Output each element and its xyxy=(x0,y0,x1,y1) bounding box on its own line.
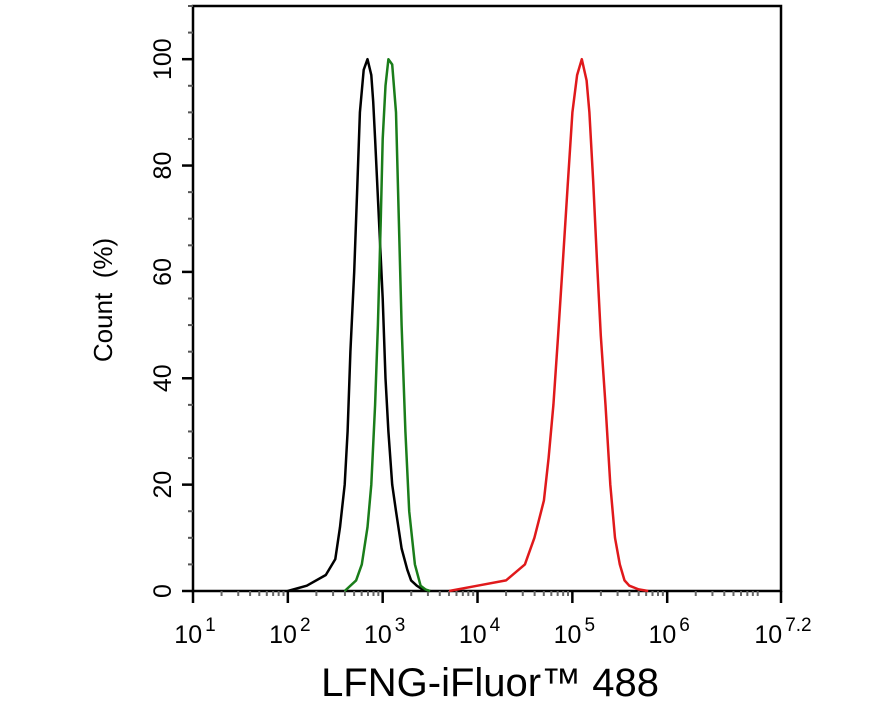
x-tick-label: 10 1 xyxy=(174,615,215,649)
x-tick-label: 10 5 xyxy=(554,615,595,649)
y-tick-label: 80 xyxy=(149,152,177,180)
y-tick-label: 40 xyxy=(149,364,177,392)
x-axis-title: LFNG-iFluor™ 488 xyxy=(321,661,659,705)
x-tick-label: 10 4 xyxy=(459,615,501,649)
series-black-curve xyxy=(287,57,431,593)
x-tick-label: 10 7.2 xyxy=(754,615,811,649)
y-axis-ticks: 0 20 40 60 80 100 xyxy=(149,5,193,598)
x-tick-label: 10 2 xyxy=(269,615,310,649)
y-axis-title: Count (%) xyxy=(88,238,118,362)
x-tick-label: 10 6 xyxy=(648,615,689,649)
plot-border xyxy=(191,4,783,593)
y-tick-label: 100 xyxy=(149,38,177,80)
x-tick-label: 10 3 xyxy=(364,615,405,649)
series-green-curve xyxy=(343,57,431,593)
x-axis-ticks: 10 1 10 2 10 3 10 4 10 5 10 6 10 7.2 xyxy=(174,591,812,649)
y-tick-label: 0 xyxy=(149,584,177,598)
y-tick-label: 60 xyxy=(149,258,177,286)
plot-frame xyxy=(191,4,783,593)
y-tick-label: 20 xyxy=(149,471,177,499)
series-layer xyxy=(287,57,649,593)
series-red-curve xyxy=(448,57,649,593)
